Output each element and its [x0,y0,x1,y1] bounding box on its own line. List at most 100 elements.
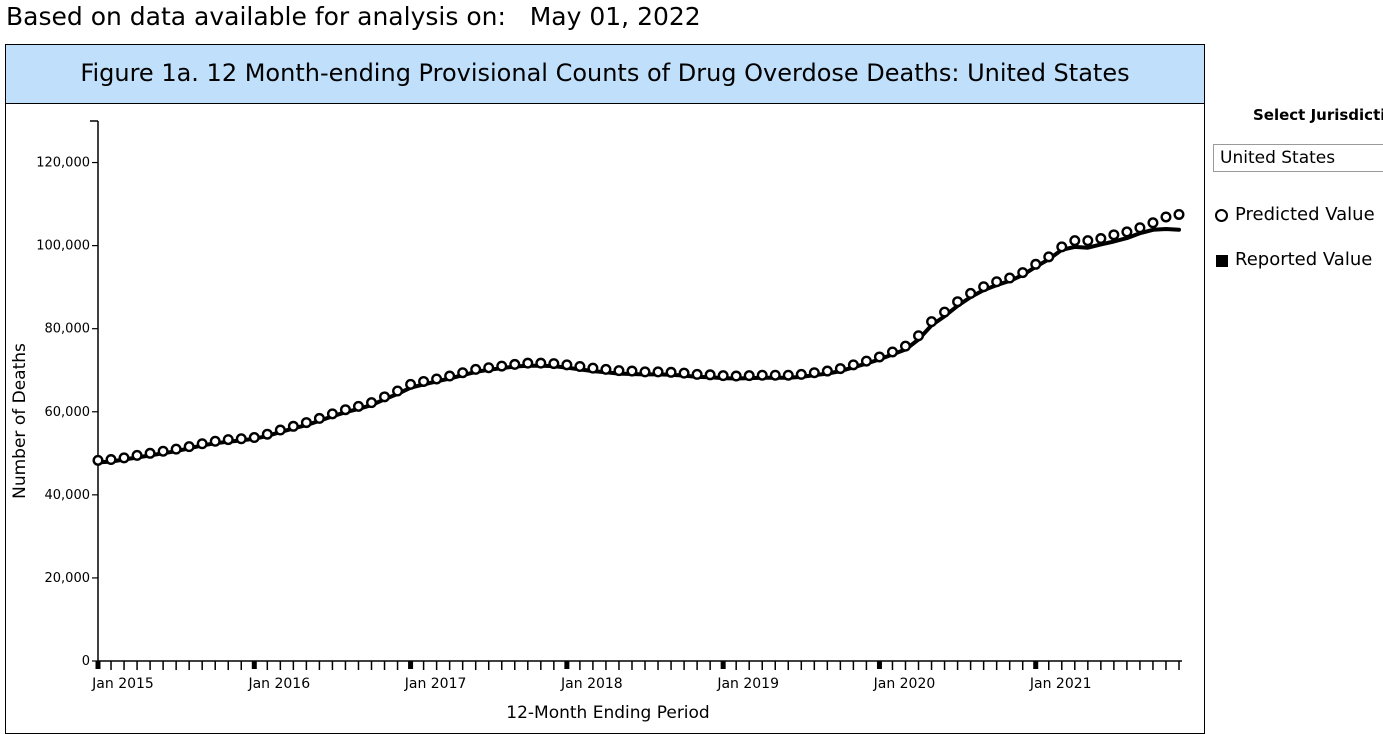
predicted-value-point [926,316,938,328]
y-tick-label: 120,000 [36,156,90,171]
predicted-value-point [457,367,469,379]
predicted-value-point [326,408,338,420]
predicted-value-point [105,454,117,466]
predicted-value-point [678,367,690,379]
y-axis-title: Number of Deaths [10,343,30,499]
predicted-value-point [821,365,833,377]
predicted-value-point [235,433,247,445]
predicted-value-point [92,454,104,466]
x-tick-label: Jan 2019 [716,676,779,692]
predicted-value-point [1134,222,1146,234]
predicted-value-point [548,358,560,370]
predicted-value-point [769,369,781,381]
hollow-circle-icon [1215,209,1228,222]
predicted-value-point [1043,251,1055,263]
y-tick-label: 80,000 [45,322,91,337]
predicted-value-point [782,369,794,381]
predicted-value-point [274,424,286,436]
analysis-date-line: Based on data available for analysis on:… [6,2,701,31]
predicted-value-point [886,346,898,358]
predicted-value-point [991,276,1003,288]
predicted-value-point [209,435,221,447]
legend-label-predicted: Predicted Value [1235,204,1375,225]
reported-value-line [96,227,1181,465]
predicted-value-point [717,370,729,382]
y-tick-label: 20,000 [45,571,91,586]
jurisdiction-select-label: Select Jurisdiction [1253,106,1383,124]
predicted-value-point [287,420,299,432]
predicted-value-point [952,296,964,308]
predicted-value-point [222,434,234,446]
jurisdiction-select[interactable]: United States [1213,144,1383,172]
predicted-value-point [1108,229,1120,241]
predicted-value-point [691,368,703,380]
predicted-value-point [626,365,638,377]
predicted-value-point [808,367,820,379]
x-tick-label: Jan 2017 [404,676,467,692]
predicted-value-point [1147,217,1159,229]
predicted-value-point [978,281,990,293]
predicted-value-point [860,355,872,367]
predicted-value-point [1030,258,1042,270]
predicted-value-point [339,404,351,416]
figure-panel: Figure 1a. 12 Month-ending Provisional C… [5,44,1205,734]
predicted-value-point [1056,241,1068,253]
y-tick-label: 60,000 [45,405,91,420]
x-tick-label: Jan 2021 [1029,676,1092,692]
predicted-value-point [1095,233,1107,245]
predicted-value-point [405,378,417,390]
predicted-value-point [1082,235,1094,247]
predicted-value-point [913,330,925,342]
predicted-value-point [1121,226,1133,238]
x-tick-label: Jan 2020 [873,676,936,692]
predicted-value-point [496,360,508,372]
predicted-value-point [118,452,130,464]
predicted-value-point [157,445,169,457]
predicted-value-point [730,370,742,382]
predicted-value-point [261,428,273,440]
predicted-value-point [1173,208,1185,220]
predicted-value-point [1017,267,1029,279]
predicted-value-point [1004,272,1016,284]
predicted-value-point [509,358,521,370]
predicted-value-point [444,370,456,382]
y-tick-label: 100,000 [36,239,90,254]
controls-panel: Select Jurisdiction United States Predic… [1210,100,1383,300]
predicted-value-point [939,306,951,318]
predicted-value-point [300,417,312,429]
predicted-value-point [183,441,195,453]
predicted-value-point [600,363,612,375]
predicted-value-point [483,362,495,374]
predicted-value-point [522,357,534,369]
predicted-value-point [196,438,208,450]
predicted-value-point [144,447,156,459]
overdose-deaths-chart: 0 20,000 40,000 60,000 80,000 100,000 120,000 J… [10,120,1185,723]
filled-square-icon [1216,255,1228,267]
predicted-value-point [561,359,573,371]
predicted-value-point [965,287,977,299]
predicted-value-point [392,385,404,397]
predicted-value-point [1160,211,1172,223]
predicted-value-point [418,375,430,387]
predicted-value-point [1069,235,1081,247]
predicted-value-point [743,370,755,382]
predicted-value-point [847,359,859,371]
predicted-value-point [170,443,182,455]
predicted-value-point [613,365,625,377]
predicted-value-point [352,400,364,412]
figure-title: Figure 1a. 12 Month-ending Provisional C… [6,45,1204,104]
legend-label-reported: Reported Value [1235,249,1373,270]
predicted-value-point [313,412,325,424]
predicted-value-point [574,360,586,372]
predicted-value-point [652,366,664,378]
x-tick-label: Jan 2015 [91,676,154,692]
predicted-value-point [131,449,143,461]
predicted-value-point [587,362,599,374]
y-tick-label: 0 [82,654,90,669]
predicted-value-point [795,368,807,380]
predicted-value-point [431,373,443,385]
predicted-value-point [756,369,768,381]
x-axis-title: 12-Month Ending Period [506,703,709,723]
predicted-value-point [470,363,482,375]
y-tick-label: 40,000 [45,488,91,503]
